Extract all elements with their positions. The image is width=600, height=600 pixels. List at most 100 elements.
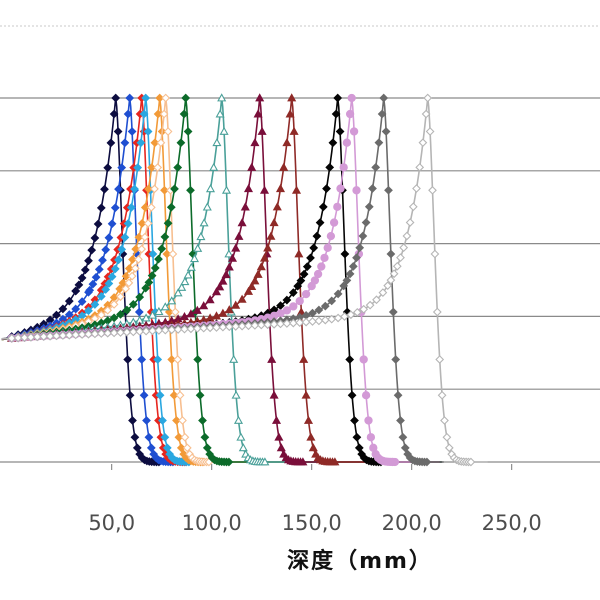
data-point [231, 390, 241, 399]
data-point [282, 319, 292, 328]
series-line [1, 97, 440, 463]
data-point [121, 284, 131, 294]
data-point [123, 109, 133, 119]
data-point [26, 332, 36, 342]
data-point [359, 304, 369, 314]
data-point [276, 443, 286, 452]
data-point [224, 305, 234, 314]
data-point [346, 310, 356, 320]
data-point [331, 109, 341, 119]
data-point [383, 281, 393, 291]
data-point [137, 219, 147, 228]
data-point [391, 355, 401, 364]
data-point [389, 269, 399, 279]
data-point [368, 184, 377, 193]
data-point [176, 138, 186, 148]
data-point [231, 243, 241, 252]
data-point [193, 355, 203, 364]
data-point [398, 432, 408, 442]
data-point [163, 127, 173, 136]
data-point [74, 280, 84, 290]
data-point [195, 390, 205, 400]
data-point [428, 185, 437, 195]
data-point [322, 184, 331, 193]
data-point [127, 271, 137, 281]
data-point [200, 432, 210, 442]
data-point [355, 243, 365, 253]
data-point [299, 269, 309, 279]
data-point [128, 255, 137, 264]
series-line [1, 97, 488, 463]
data-point [296, 276, 306, 285]
data-point [141, 93, 151, 103]
data-point [160, 185, 169, 195]
data-point [117, 245, 127, 254]
data-point [294, 249, 304, 258]
data-point [342, 138, 352, 147]
series [1, 93, 440, 466]
data-point [156, 138, 166, 148]
data-point [103, 163, 113, 173]
data-point [229, 354, 239, 363]
data-point [293, 281, 303, 291]
data-point [269, 319, 279, 329]
data-point [333, 289, 343, 299]
data-point [64, 330, 74, 340]
data-point [215, 109, 225, 118]
data-point [196, 231, 206, 241]
series [1, 93, 440, 466]
data-point [236, 432, 246, 441]
data-point [158, 416, 167, 425]
series-line [1, 97, 440, 463]
data-point [402, 231, 412, 241]
data-point [116, 328, 125, 337]
data-point [202, 443, 212, 453]
data-point [253, 109, 263, 118]
data-point [117, 163, 127, 173]
series [1, 93, 440, 467]
data-point [131, 244, 141, 254]
data-point [435, 355, 445, 364]
data-point [205, 323, 215, 333]
data-point [100, 184, 109, 194]
data-point [227, 253, 238, 262]
data-point [349, 127, 359, 136]
data-point [115, 284, 125, 294]
data-point [84, 329, 93, 339]
data-point [298, 457, 308, 466]
series [1, 93, 442, 467]
data-point [218, 308, 228, 317]
data-point [80, 265, 90, 275]
data-point [415, 162, 425, 172]
data-point [186, 185, 195, 195]
data-point [328, 138, 338, 148]
data-point [308, 308, 317, 318]
data-point [180, 432, 190, 442]
data-point [148, 249, 158, 259]
data-point [215, 282, 225, 291]
data-point [302, 262, 312, 271]
data-point [104, 279, 114, 288]
data-point [52, 331, 61, 341]
x-tick-label: 250,0 [482, 511, 542, 535]
data-point [114, 184, 123, 194]
data-point [106, 138, 116, 148]
data-point [237, 218, 247, 227]
data-point [288, 288, 298, 298]
data-point [173, 325, 183, 334]
data-point [386, 275, 396, 285]
data-point [418, 138, 428, 148]
data-point [276, 319, 285, 329]
data-point [358, 231, 368, 241]
data-point [153, 355, 163, 364]
data-point [130, 263, 140, 273]
data-point [133, 163, 143, 172]
data-point [155, 93, 165, 103]
data-point [160, 432, 170, 442]
data-point [139, 109, 149, 119]
data-point [182, 443, 192, 453]
data-point [172, 416, 181, 425]
data-point [312, 231, 322, 241]
data-point [211, 311, 222, 320]
data-point [199, 301, 209, 310]
